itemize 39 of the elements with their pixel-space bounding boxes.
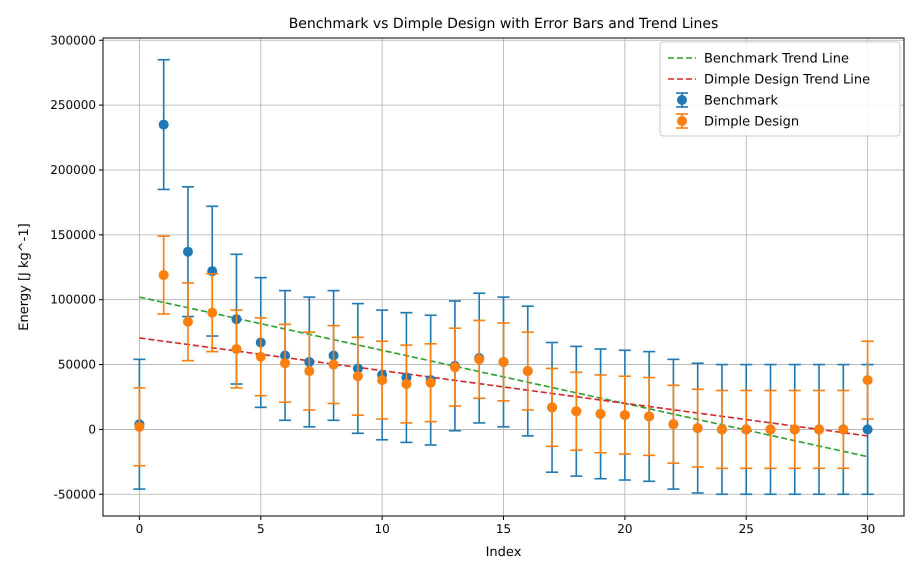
point [182,246,193,257]
point [352,371,363,382]
y-tick-label: 150000 [50,228,96,242]
point [328,360,339,370]
x-tick-label: 20 [617,522,633,536]
legend-label: Dimple Design [704,114,800,130]
y-tick-label: 50000 [58,358,96,372]
point [377,375,388,386]
point [134,422,144,432]
legend-label: Benchmark Trend Line [704,52,849,66]
point [304,366,314,376]
point [256,352,266,362]
y-axis-title: Energy [J kg^-1] [17,223,32,331]
point [158,120,169,130]
x-tick-label: 0 [136,522,144,536]
y-tick-label: 200000 [50,162,96,177]
legend-label: Benchmark [704,94,779,108]
y-tick-label: 300000 [50,33,96,48]
point [862,424,873,434]
chart-title: Benchmark vs Dimple Design with Error Bars and Trend Lines [288,16,718,32]
point [182,316,193,327]
y-tick-label: 100000 [50,292,96,307]
point [232,344,242,354]
x-tick-label: 5 [256,522,265,536]
x-tick-label: 25 [738,522,754,536]
legend-label: Dimple Design Trend Line [704,72,870,88]
point [158,270,169,280]
point [207,308,218,318]
x-tick-label: 30 [860,522,876,536]
y-tick-label: 250000 [50,98,96,112]
point [426,378,436,388]
point [401,379,412,390]
y-tick-label: -50000 [53,487,96,502]
x-tick-label: 15 [496,522,512,536]
point [280,358,290,368]
x-tick-label: 10 [374,522,390,536]
y-tick-label: 0 [88,422,96,436]
x-axis-title: Index [486,545,522,560]
point [862,375,873,386]
